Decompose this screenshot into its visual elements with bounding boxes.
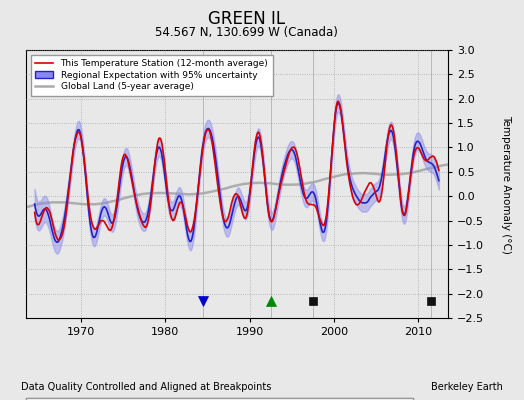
Y-axis label: Temperature Anomaly (°C): Temperature Anomaly (°C): [501, 114, 511, 254]
Text: Berkeley Earth: Berkeley Earth: [431, 382, 503, 392]
Text: 54.567 N, 130.699 W (Canada): 54.567 N, 130.699 W (Canada): [155, 26, 337, 39]
Legend: Station Move, Record Gap, Time of Obs. Change, Empirical Break: Station Move, Record Gap, Time of Obs. C…: [26, 398, 413, 400]
Text: Data Quality Controlled and Aligned at Breakpoints: Data Quality Controlled and Aligned at B…: [21, 382, 271, 392]
Text: GREEN IL: GREEN IL: [208, 10, 285, 28]
